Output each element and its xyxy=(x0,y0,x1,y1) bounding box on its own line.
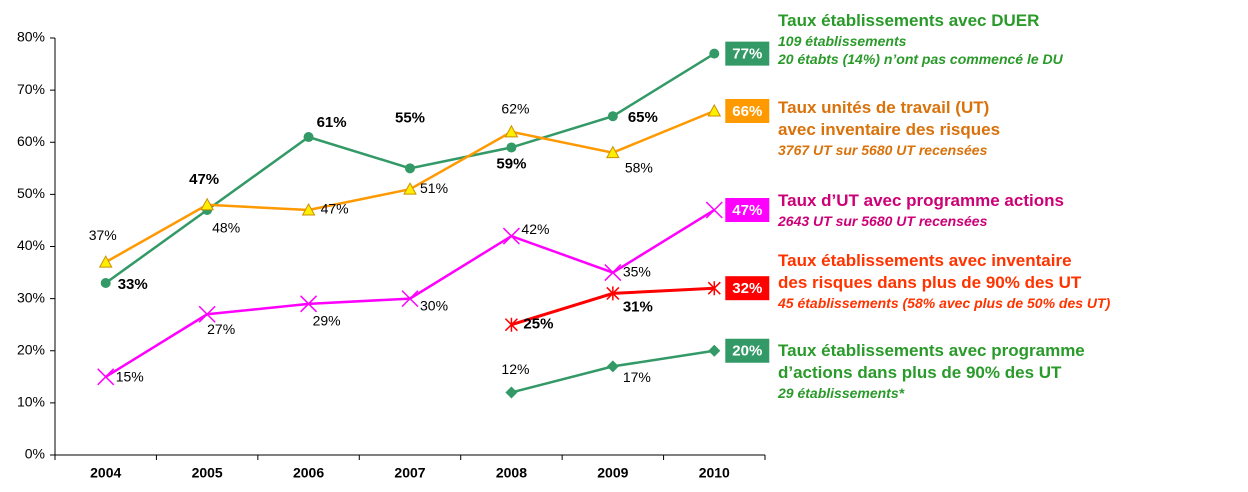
marker xyxy=(303,132,314,143)
end-label: 20% xyxy=(732,343,762,360)
x-tick-label: 2009 xyxy=(597,465,628,481)
x-tick-label: 2006 xyxy=(293,465,324,481)
legend-entry: Taux unités de travail (UT) avec inventa… xyxy=(778,97,1000,159)
data-label: 35% xyxy=(623,263,651,279)
data-label: 61% xyxy=(317,114,347,131)
legend-detail: 29 établissements* xyxy=(778,385,905,401)
marker xyxy=(505,386,518,399)
marker xyxy=(504,124,519,138)
data-label: 29% xyxy=(313,313,341,329)
data-label: 30% xyxy=(420,297,448,313)
legend-detail: 20 étabts (14%) n’ont pas commencé le DU xyxy=(778,51,1063,67)
x-tick-label: 2008 xyxy=(496,465,527,481)
data-label: 33% xyxy=(118,276,148,293)
x-tick-label: 2010 xyxy=(699,465,730,481)
marker xyxy=(709,48,720,59)
data-label: 58% xyxy=(625,159,653,175)
data-label: 65% xyxy=(628,109,658,126)
marker xyxy=(502,227,520,245)
data-label: 51% xyxy=(420,180,448,196)
marker xyxy=(98,255,113,268)
marker xyxy=(300,295,318,313)
y-tick-label: 30% xyxy=(17,289,45,305)
legend-entry: Taux établissements avec DUER 109 établis… xyxy=(778,10,1063,68)
end-label: 32% xyxy=(732,280,762,297)
marker xyxy=(606,286,620,301)
end-label-box xyxy=(725,338,770,363)
legend-detail: 2643 UT sur 5680 UT recensées xyxy=(778,213,988,229)
marker xyxy=(97,368,115,386)
legend-title: Taux établissements avec programme d’act… xyxy=(778,341,1085,382)
data-label: 15% xyxy=(116,369,144,385)
end-label: 77% xyxy=(732,46,762,63)
marker xyxy=(506,142,517,153)
end-label: 47% xyxy=(732,202,762,219)
marker xyxy=(705,201,723,219)
marker xyxy=(606,360,619,373)
marker xyxy=(401,290,419,308)
legend-entry: Taux établissements avec inventaire des … xyxy=(778,250,1110,312)
end-label-box xyxy=(725,198,770,223)
end-label: 66% xyxy=(732,103,762,120)
legend-entry: Taux d’UT avec programme actions 2643 UT … xyxy=(778,190,1064,230)
data-label: 12% xyxy=(501,361,529,377)
data-label: 31% xyxy=(623,298,653,315)
data-label: 48% xyxy=(212,220,240,236)
data-label: 27% xyxy=(207,321,235,337)
x-tick-label: 2004 xyxy=(90,465,121,481)
marker xyxy=(403,182,417,195)
legend-title: Taux établissements avec DUER xyxy=(778,11,1040,30)
marker xyxy=(301,202,316,216)
data-label: 55% xyxy=(395,109,425,126)
y-tick-label: 20% xyxy=(17,341,45,357)
data-label: 25% xyxy=(523,316,553,333)
y-tick-label: 10% xyxy=(17,394,45,410)
y-tick-label: 50% xyxy=(17,185,45,201)
data-label: 42% xyxy=(521,221,549,237)
marker xyxy=(200,197,214,211)
marker xyxy=(504,317,518,332)
legend-detail: 109 établissements xyxy=(778,33,907,49)
legend-entry: Taux établissements avec programme d’act… xyxy=(778,340,1085,402)
y-tick-label: 70% xyxy=(17,81,45,97)
marker xyxy=(100,277,111,288)
marker xyxy=(607,111,618,122)
y-tick-label: 40% xyxy=(17,237,45,253)
legend-detail: 3767 UT sur 5680 UT recensées xyxy=(778,142,988,158)
end-label-box xyxy=(725,41,770,66)
data-label: 62% xyxy=(501,101,529,117)
marker xyxy=(707,103,722,117)
x-tick-label: 2007 xyxy=(394,465,425,481)
marker xyxy=(606,145,620,159)
legend-title: Taux unités de travail (UT) avec inventa… xyxy=(778,98,1001,139)
y-tick-label: 80% xyxy=(17,29,45,45)
x-tick-label: 2005 xyxy=(192,465,223,481)
data-label: 17% xyxy=(623,369,651,385)
data-label: 59% xyxy=(496,155,526,172)
legend-title: Taux établissements avec inventaire des … xyxy=(778,251,1082,292)
y-tick-label: 60% xyxy=(17,133,45,149)
data-label: 47% xyxy=(189,171,219,188)
marker xyxy=(707,281,721,296)
end-label-box xyxy=(725,98,770,123)
marker xyxy=(708,344,721,357)
data-label: 37% xyxy=(89,227,117,243)
marker xyxy=(198,305,216,323)
end-label-box xyxy=(725,276,770,301)
data-label: 47% xyxy=(321,201,349,217)
y-tick-label: 0% xyxy=(25,446,45,462)
marker xyxy=(604,264,622,282)
marker xyxy=(405,163,415,174)
legend-title: Taux d’UT avec programme actions xyxy=(778,191,1064,210)
legend-detail: 45 établissements (58% avec plus de 50% … xyxy=(778,295,1111,311)
